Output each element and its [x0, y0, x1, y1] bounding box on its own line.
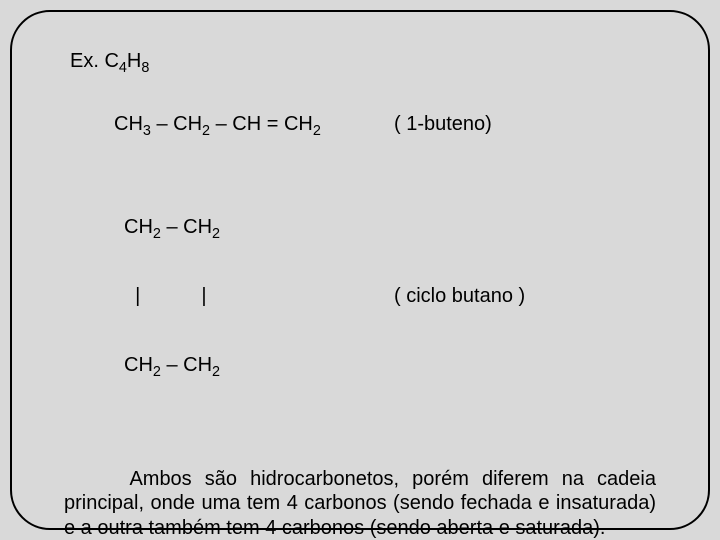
- explanation-paragraph: Ambos são hidrocarbonetos, porém diferem…: [64, 467, 656, 540]
- linear-formula: CH3 – CH2 – CH = CH2: [114, 113, 374, 136]
- cyclic-formula: CH2 – CH2 | | CH2 – CH2: [124, 170, 374, 423]
- para-text: Ambos são hidrocarbonetos, porém diferem…: [64, 468, 656, 539]
- c3sa: 2: [153, 364, 161, 380]
- heading-mid: H: [127, 50, 141, 72]
- lin-s2: 2: [202, 123, 210, 139]
- cyclic-line1: CH2 – CH2: [124, 216, 374, 239]
- slide-card: Ex. C4H8 CH3 – CH2 – CH = CH2 ( 1-buteno…: [10, 10, 710, 530]
- c3m: – CH: [161, 354, 212, 376]
- c3sb: 2: [212, 364, 220, 380]
- cyclic-label: ( ciclo butano ): [394, 285, 525, 308]
- c1a: CH: [124, 216, 153, 238]
- para-indent: [64, 468, 129, 490]
- cyclic-formula-row: CH2 – CH2 | | CH2 – CH2 ( ciclo butano ): [124, 170, 656, 423]
- heading-sub2: 8: [141, 60, 149, 76]
- lin-s1: 3: [143, 123, 151, 139]
- heading-sub1: 4: [119, 60, 127, 76]
- c1sb: 2: [212, 226, 220, 242]
- linear-formula-row: CH3 – CH2 – CH = CH2 ( 1-buteno): [114, 113, 656, 136]
- cyclic-line2: | |: [124, 285, 374, 308]
- c1sa: 2: [153, 226, 161, 242]
- example-heading: Ex. C4H8: [70, 50, 656, 73]
- lin-p2: – CH: [151, 113, 202, 135]
- lin-p1: CH: [114, 113, 143, 135]
- lin-p3: – CH = CH: [210, 113, 313, 135]
- c1m: – CH: [161, 216, 212, 238]
- heading-prefix: Ex. C: [70, 50, 119, 72]
- cyclic-line3: CH2 – CH2: [124, 354, 374, 377]
- lin-s3: 2: [313, 123, 321, 139]
- linear-label: ( 1-buteno): [394, 113, 492, 136]
- c3a: CH: [124, 354, 153, 376]
